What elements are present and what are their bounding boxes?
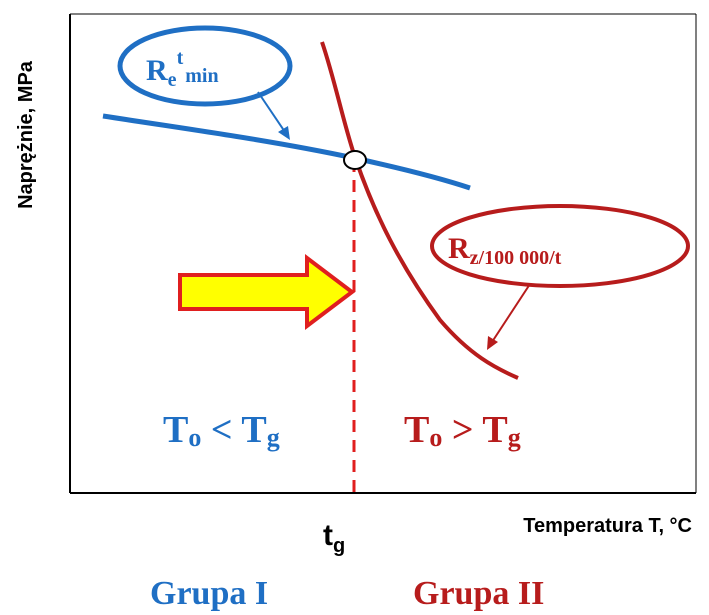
re-callout-ellipse xyxy=(117,25,293,107)
right-region-label: To > Tg xyxy=(404,409,521,452)
intersection-marker xyxy=(343,150,367,170)
y-axis-label: Naprężnie, MPa xyxy=(15,60,37,209)
rz-curve xyxy=(320,41,519,380)
direction-arrow xyxy=(178,253,356,331)
re-curve xyxy=(102,113,471,191)
group-1-label: Grupa I xyxy=(150,575,268,612)
rz-callout-pointer xyxy=(491,283,531,343)
re-callout-arrowhead xyxy=(278,126,290,140)
rz-callout-arrowhead xyxy=(487,336,498,350)
left-region-label: To < Tg xyxy=(163,409,280,452)
x-axis-label: Temperatura T, °C xyxy=(523,515,692,537)
re-label: Retmin xyxy=(146,47,219,91)
rz-callout-ellipse xyxy=(430,204,690,288)
re-callout-pointer xyxy=(257,91,286,133)
rz-label: Rz/100 000/t xyxy=(448,232,562,269)
group-2-label: Grupa II xyxy=(413,575,544,612)
tg-label: tg xyxy=(323,519,345,557)
